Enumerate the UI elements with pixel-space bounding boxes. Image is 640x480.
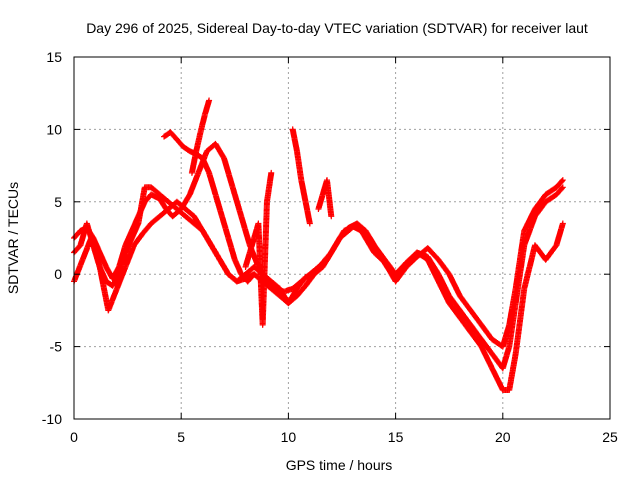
series-spike-c	[289, 126, 313, 227]
series-trail	[189, 98, 212, 175]
series-spike-d	[315, 177, 335, 220]
y-tick-label: -5	[50, 339, 63, 355]
series-track-3	[71, 198, 566, 394]
y-tick-label: 5	[54, 194, 62, 210]
x-tick-label: 0	[70, 429, 78, 445]
y-tick-label: 0	[54, 266, 62, 282]
x-tick-label: 10	[281, 429, 297, 445]
chart-title: Day 296 of 2025, Sidereal Day-to-day VTE…	[86, 20, 588, 36]
x-tick-label: 15	[388, 429, 404, 445]
series-trail	[162, 130, 257, 284]
x-tick-label: 20	[495, 429, 511, 445]
series-trail	[71, 199, 566, 393]
series-track-1	[71, 140, 566, 350]
series-spike-b	[242, 169, 275, 328]
series-track-4	[161, 129, 258, 285]
series-trail	[242, 171, 275, 327]
y-tick-label: 15	[46, 49, 62, 65]
series-spike-a	[188, 97, 213, 176]
data-points-layer	[71, 97, 566, 394]
plot-frame	[73, 56, 611, 420]
series-trail	[289, 127, 313, 226]
series-track-2	[71, 184, 566, 372]
series-trail	[315, 178, 335, 218]
y-tick-label: -10	[42, 411, 62, 427]
y-axis-label: SDTVAR / TECUs	[5, 182, 21, 294]
x-tick-label: 5	[177, 429, 185, 445]
series-trail	[71, 184, 565, 371]
series-trail	[71, 141, 565, 349]
ticks-layer: 0 5 10 15 20 25 -10 -5 0 5 10 15	[42, 49, 618, 445]
y-tick-label: 10	[46, 121, 62, 137]
x-tick-label: 25	[602, 429, 618, 445]
x-axis-label: GPS time / hours	[286, 457, 393, 473]
